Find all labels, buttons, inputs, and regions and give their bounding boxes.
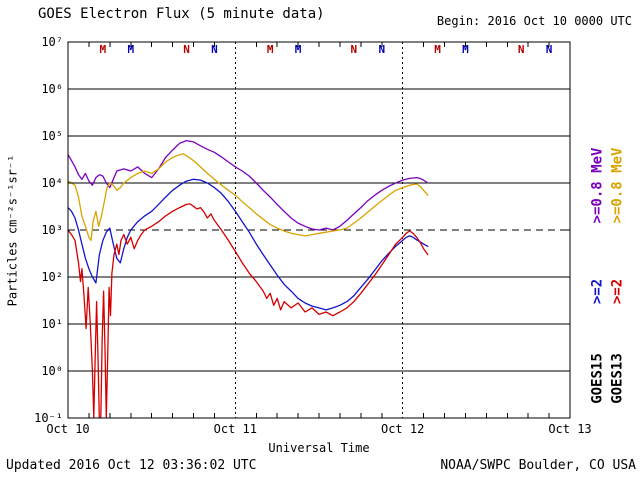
marker-N-45h: N <box>378 43 385 56</box>
updated-timestamp: Updated 2016 Oct 12 03:36:02 UTC <box>6 458 257 473</box>
legend-goes15-name: GOES15 <box>589 353 606 404</box>
marker-M-5h: M <box>100 43 107 56</box>
y-tick-label--1: 10⁻¹ <box>34 411 63 425</box>
x-axis-title: Universal Time <box>268 441 370 455</box>
y-tick-label-1: 10¹ <box>41 317 63 331</box>
legend-goes15-e08-label: >=0.8 MeV <box>589 147 606 224</box>
y-tick-label-3: 10³ <box>41 223 63 237</box>
marker-N-65h: N <box>518 43 525 56</box>
x-tick-label-Oct-10: Oct 10 <box>46 422 89 436</box>
y-tick-label-0: 10⁰ <box>41 364 63 378</box>
y-axis-title: Particles cm⁻²s⁻¹sr⁻¹ <box>5 154 20 307</box>
series-goes15-e2 <box>68 178 429 311</box>
y-tick-label-7: 10⁷ <box>41 35 63 49</box>
series-goes13-e08 <box>68 153 429 242</box>
x-tick-label-Oct-12: Oct 12 <box>381 422 424 436</box>
legend-goes13-e08-label: >=0.8 MeV <box>609 147 626 224</box>
marker-M-57h: M <box>462 43 469 56</box>
x-tick-label-Oct-13: Oct 13 <box>548 422 591 436</box>
marker-N-69h: N <box>546 43 553 56</box>
series-goes15-e08 <box>68 139 429 231</box>
y-tick-label-4: 10⁴ <box>41 176 63 190</box>
legend-goes13-name: GOES13 <box>609 353 626 404</box>
page-title: GOES Electron Flux (5 minute data) <box>38 6 325 22</box>
series-goes13-e2 <box>68 203 429 418</box>
marker-M-9h: M <box>127 43 134 56</box>
marker-N-17h: N <box>183 43 190 56</box>
marker-M-33h: M <box>295 43 302 56</box>
y-tick-label-2: 10² <box>41 270 63 284</box>
begin-time-label: Begin: 2016 Oct 10 0000 UTC <box>436 14 632 28</box>
x-tick-label-Oct-11: Oct 11 <box>214 422 257 436</box>
marker-N-41h: N <box>351 43 358 56</box>
series-group <box>68 139 429 418</box>
marker-M-29h: M <box>267 43 274 56</box>
y-tick-label-6: 10⁶ <box>41 82 63 96</box>
marker-N-21h: N <box>211 43 218 56</box>
marker-M-53h: M <box>434 43 441 56</box>
y-tick-label-5: 10⁵ <box>41 129 63 143</box>
data-source-label: NOAA/SWPC Boulder, CO USA <box>440 458 636 473</box>
